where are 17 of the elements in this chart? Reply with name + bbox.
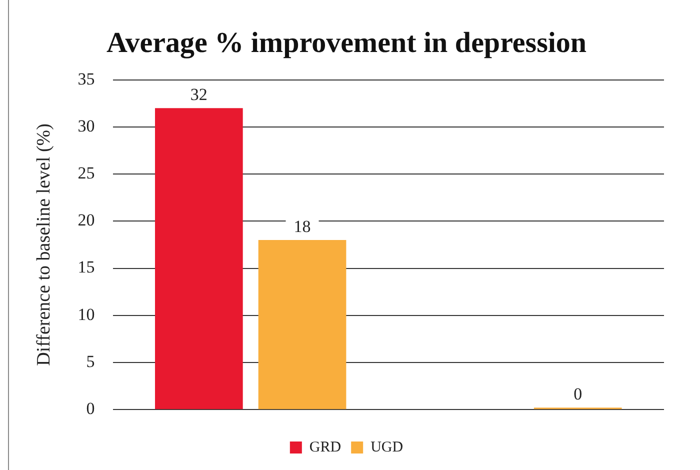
y-tick-label: 15	[78, 258, 95, 277]
y-tick-label: 25	[78, 163, 95, 182]
y-tick-label: 10	[78, 304, 95, 324]
y-tick-label: 30	[78, 116, 95, 136]
data-label: 0	[574, 384, 582, 404]
data-label: 18	[294, 216, 311, 236]
chart-title: Average % improvement in depression	[106, 26, 587, 59]
legend-label: UGD	[370, 439, 404, 456]
y-tick-label: 5	[86, 352, 95, 371]
bar	[258, 240, 346, 410]
y-axis-title: Difference to baseline level (%)	[33, 124, 54, 366]
y-tick-label: 35	[78, 69, 95, 88]
data-label: 32	[190, 85, 208, 104]
bar	[155, 108, 243, 410]
legend-label: GRD	[309, 439, 342, 456]
y-tick-label: 20	[78, 210, 95, 230]
y-tick-label: 0	[86, 399, 95, 418]
